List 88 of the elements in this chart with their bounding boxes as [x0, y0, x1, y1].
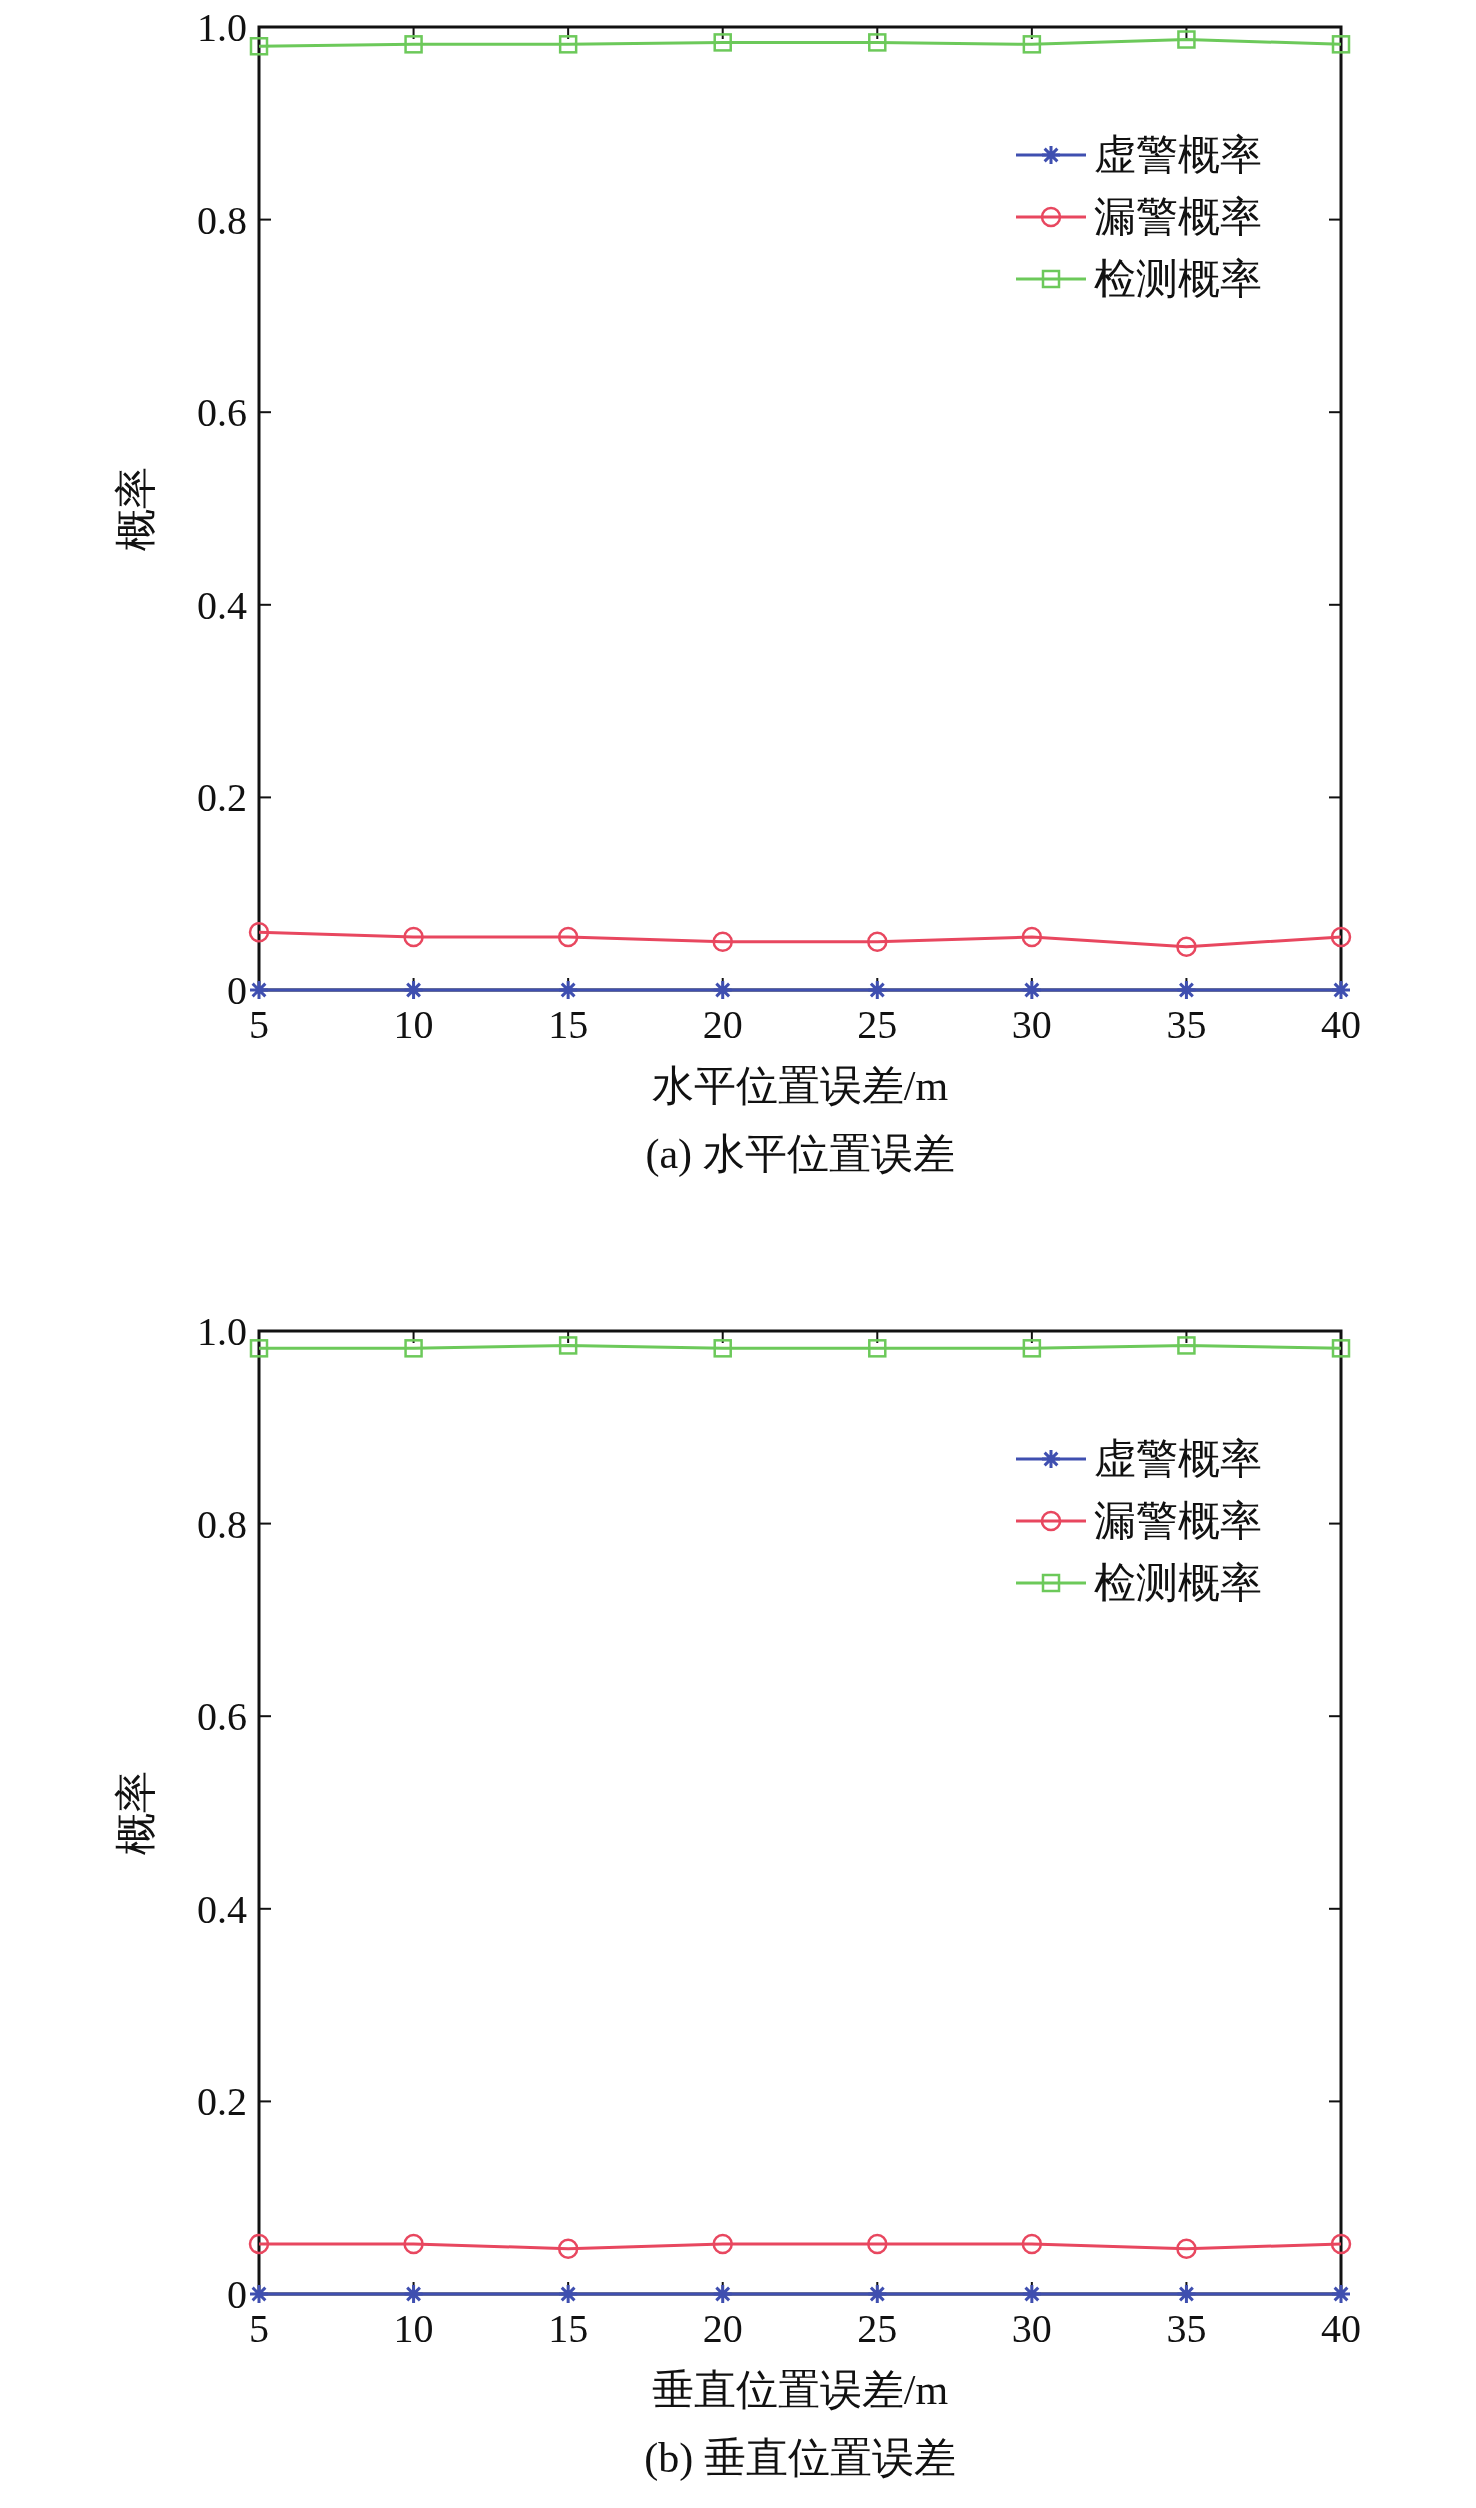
point	[712, 931, 733, 953]
x-tick-label: 30	[1011, 2306, 1052, 2351]
x-axis-title: 水平位置误差/m	[651, 1063, 949, 1109]
point	[1176, 2238, 1197, 2259]
x-tick-label: 5	[249, 1002, 269, 1047]
y-tick-label: 1.0	[197, 1309, 247, 1354]
point	[557, 979, 579, 1001]
y-tick-label: 0.6	[197, 390, 247, 436]
text: (b) 垂直位置误差	[644, 2435, 956, 2482]
point	[1330, 2233, 1352, 2255]
point	[1022, 35, 1042, 54]
point	[867, 931, 888, 953]
legend-label: 虚警概率	[1094, 132, 1262, 178]
x-tick-label: 20	[702, 1002, 743, 1047]
x-tick-label: 35	[1166, 1002, 1207, 1047]
point	[868, 1339, 887, 1358]
point	[1331, 35, 1351, 54]
point	[1330, 2283, 1352, 2305]
x-tick-label: 15	[548, 1002, 589, 1047]
point	[404, 35, 423, 54]
point	[403, 2283, 425, 2305]
point	[713, 33, 732, 52]
point	[403, 2233, 424, 2255]
y-tick-label: 0.8	[197, 1501, 247, 1547]
y-tick-label: 0.4	[197, 582, 247, 628]
x-tick-label: 20	[702, 2306, 743, 2351]
point	[1176, 936, 1197, 957]
point	[249, 37, 269, 56]
legend-label: 漏警概率	[1094, 194, 1262, 240]
y-tick-label: 0	[227, 968, 247, 1013]
point	[557, 926, 579, 948]
point	[1022, 1339, 1042, 1358]
point	[248, 921, 270, 943]
point	[1021, 979, 1043, 1001]
point	[1175, 2283, 1197, 2305]
y-tick-label: 0.6	[197, 1694, 247, 1740]
x-tick-label: 30	[1011, 1002, 1052, 1047]
y-axis-title: 概率	[113, 1770, 159, 1855]
point	[866, 979, 888, 1001]
point	[712, 979, 734, 1001]
point	[1175, 979, 1197, 1001]
point	[404, 1339, 423, 1358]
point	[1021, 2233, 1043, 2255]
legend-label: 漏警概率	[1094, 1498, 1262, 1544]
point	[557, 2238, 579, 2259]
y-tick-label: 0.8	[197, 197, 247, 243]
point	[1330, 926, 1352, 948]
legend-label: 检测概率	[1094, 1560, 1262, 1606]
y-tick-label: 0.2	[197, 2079, 247, 2125]
point	[866, 2283, 888, 2305]
point	[712, 2233, 733, 2255]
x-tick-label: 25	[857, 2306, 898, 2351]
y-tick-label: 0.2	[197, 775, 247, 821]
point	[403, 979, 425, 1001]
point	[1177, 1336, 1196, 1355]
x-tick-label: 15	[548, 2306, 589, 2351]
point	[249, 1339, 269, 1358]
point	[248, 2283, 270, 2305]
y-axis-title: 概率	[113, 466, 159, 551]
legend-label: 检测概率	[1094, 256, 1262, 302]
x-tick-label: 40	[1321, 2306, 1361, 2351]
point	[713, 1339, 732, 1358]
point	[1021, 2283, 1043, 2305]
x-tick-label: 35	[1166, 2306, 1207, 2351]
x-tick-label: 25	[857, 1002, 898, 1047]
point	[868, 33, 887, 52]
y-tick-label: 0.4	[197, 1886, 247, 1932]
point	[1330, 979, 1352, 1001]
x-axis-title: 垂直位置误差/m	[651, 2367, 949, 2413]
x-tick-label: 10	[393, 1002, 434, 1047]
point	[558, 1336, 578, 1355]
point	[867, 2233, 888, 2255]
x-tick-label: 5	[249, 2306, 269, 2351]
point	[1331, 1339, 1351, 1358]
point	[1177, 30, 1196, 49]
text: (a) 水平位置误差	[645, 1131, 955, 1178]
x-tick-label: 10	[393, 2306, 434, 2351]
point	[248, 979, 270, 1001]
y-tick-label: 1.0	[197, 5, 247, 50]
legend-label: 虚警概率	[1094, 1436, 1262, 1482]
point	[248, 2233, 270, 2255]
point	[557, 2283, 579, 2305]
point	[1021, 926, 1043, 948]
point	[558, 35, 578, 54]
x-tick-label: 40	[1321, 1002, 1361, 1047]
y-tick-label: 0	[227, 2272, 247, 2317]
point	[712, 2283, 734, 2305]
point	[403, 926, 424, 948]
